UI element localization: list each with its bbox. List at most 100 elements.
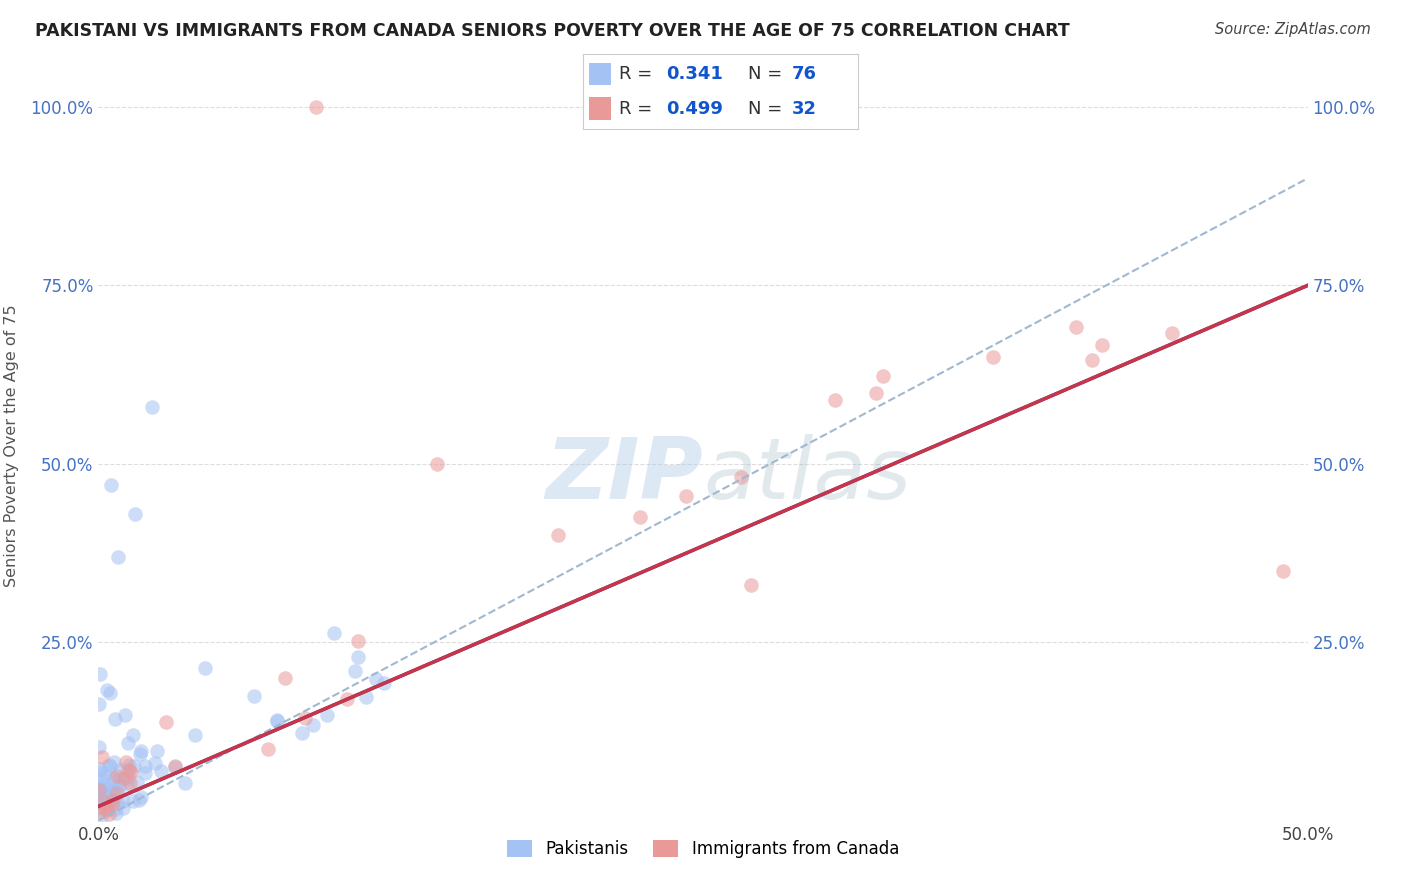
Point [114, 707, 136, 722]
Point [112, 771, 135, 785]
Point [155, 714, 177, 729]
Point [108, 779, 131, 793]
Point [730, 469, 752, 483]
Point [366, 673, 388, 687]
Text: 0.341: 0.341 [666, 65, 723, 83]
Point [103, 783, 125, 797]
Point [118, 763, 141, 777]
Point [118, 758, 141, 772]
Point [305, 100, 328, 114]
Bar [589, 62, 610, 86]
Point [91, 786, 114, 800]
Point [981, 350, 1004, 364]
Point [91, 749, 114, 764]
Point [107, 796, 129, 810]
Point [101, 785, 124, 799]
Point [1064, 319, 1087, 334]
Point [94, 778, 117, 792]
Point [1272, 564, 1295, 578]
Point [373, 676, 395, 690]
Point [90, 800, 112, 814]
Point [120, 764, 142, 779]
Point [194, 661, 217, 675]
Point [97, 798, 120, 813]
Point [125, 775, 148, 789]
Point [274, 671, 297, 685]
Point [94, 792, 117, 806]
Point [336, 692, 359, 706]
Point [89, 697, 111, 711]
Point [87, 805, 110, 819]
Point [323, 626, 346, 640]
Point [129, 789, 152, 804]
Point [346, 650, 368, 665]
Point [101, 773, 124, 788]
Point [89, 780, 111, 794]
Text: 0.499: 0.499 [666, 100, 723, 118]
Point [103, 755, 125, 769]
Point [89, 764, 111, 779]
Point [87, 782, 110, 797]
Point [98, 806, 121, 821]
Point [547, 528, 569, 542]
Text: N =: N = [748, 65, 787, 83]
Point [675, 489, 697, 503]
Point [121, 728, 143, 742]
Point [111, 794, 134, 808]
Point [124, 507, 146, 521]
Point [107, 549, 129, 564]
Point [87, 739, 110, 754]
Point [93, 795, 115, 809]
Point [117, 777, 139, 791]
Point [117, 771, 139, 785]
Point [291, 726, 314, 740]
Point [426, 457, 449, 471]
Point [89, 779, 111, 793]
Point [98, 759, 121, 773]
Point [100, 791, 122, 805]
Point [111, 801, 134, 815]
Text: 32: 32 [792, 100, 817, 118]
Text: R =: R = [619, 65, 658, 83]
Point [184, 728, 207, 742]
Text: R =: R = [619, 100, 658, 118]
Point [97, 757, 120, 772]
Text: PAKISTANI VS IMMIGRANTS FROM CANADA SENIORS POVERTY OVER THE AGE OF 75 CORRELATI: PAKISTANI VS IMMIGRANTS FROM CANADA SENI… [35, 22, 1070, 40]
Text: 76: 76 [792, 65, 817, 83]
Point [356, 690, 378, 704]
Point [865, 386, 887, 401]
Point [90, 792, 112, 806]
Point [89, 762, 111, 776]
Y-axis label: Seniors Poverty Over the Age of 75: Seniors Poverty Over the Age of 75 [4, 305, 20, 587]
Point [117, 736, 139, 750]
Point [242, 689, 264, 703]
Point [90, 810, 112, 824]
Point [121, 794, 143, 808]
Text: Source: ZipAtlas.com: Source: ZipAtlas.com [1215, 22, 1371, 37]
Point [96, 803, 118, 817]
Point [114, 755, 136, 769]
Point [134, 765, 156, 780]
Point [94, 802, 117, 816]
Point [90, 787, 112, 801]
Point [294, 711, 316, 725]
Point [108, 772, 131, 786]
Point [105, 786, 128, 800]
Point [122, 759, 145, 773]
Point [174, 776, 197, 790]
Point [128, 793, 150, 807]
Point [129, 744, 152, 758]
Bar [589, 97, 610, 120]
Point [163, 759, 186, 773]
Point [104, 802, 127, 816]
Point [105, 806, 128, 821]
Point [101, 797, 124, 811]
Point [108, 779, 131, 793]
Text: ZIP: ZIP [546, 434, 703, 517]
Point [1081, 353, 1104, 368]
Point [98, 686, 121, 700]
Point [90, 794, 112, 808]
Point [103, 772, 125, 786]
Point [89, 667, 111, 681]
Legend: Pakistanis, Immigrants from Canada: Pakistanis, Immigrants from Canada [501, 833, 905, 864]
